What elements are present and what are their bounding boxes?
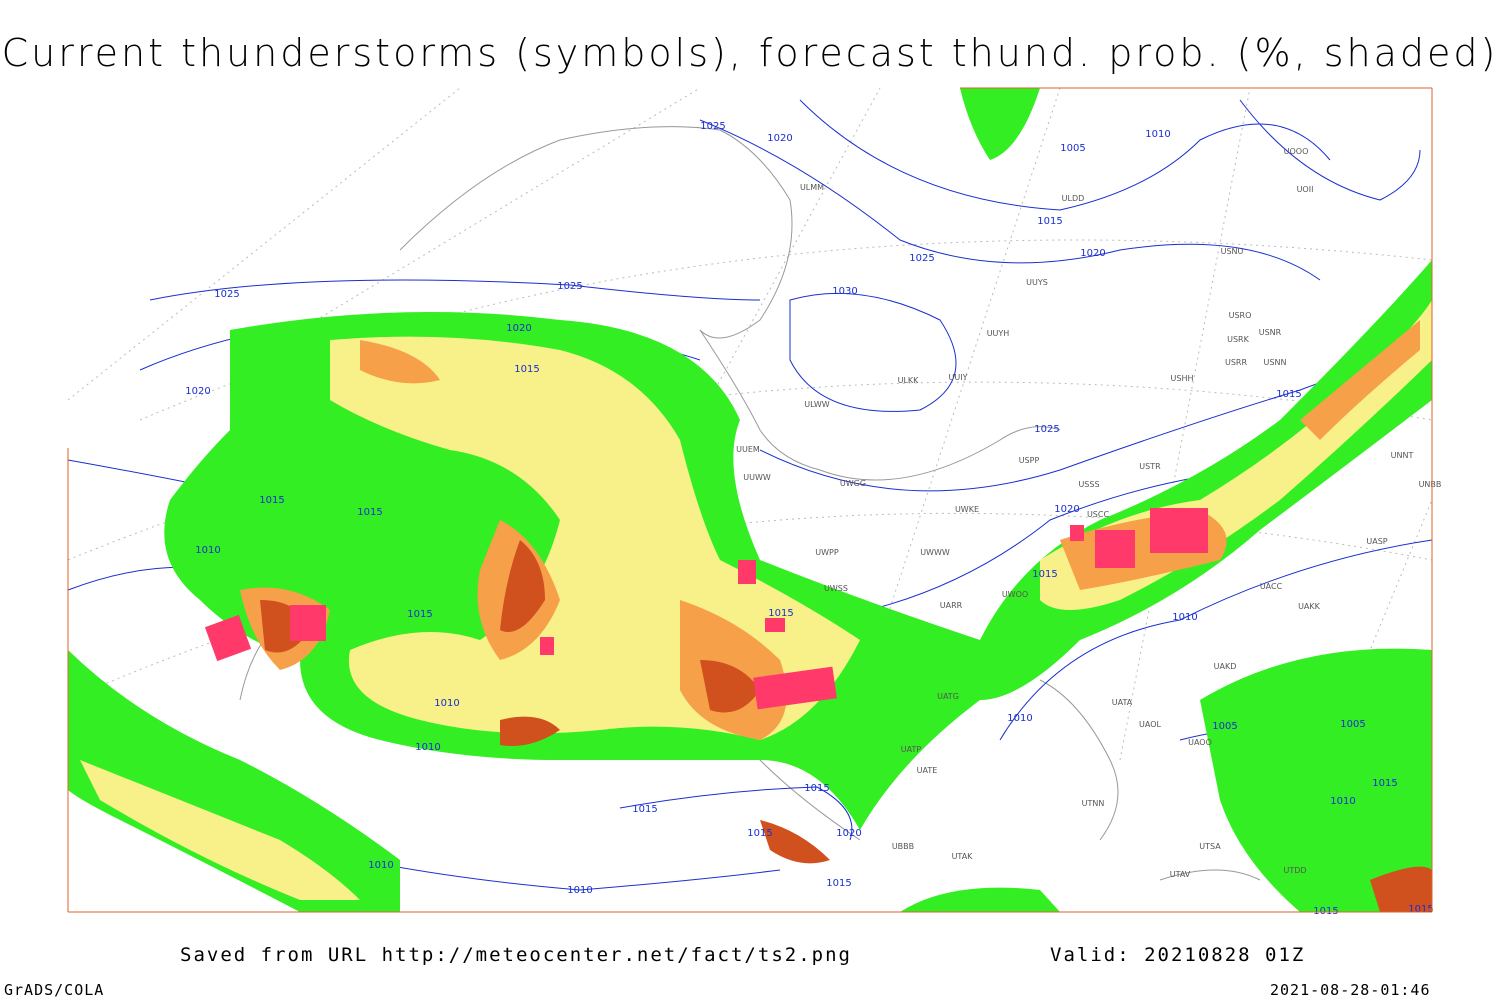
isobar-label: 1025 <box>1034 424 1059 435</box>
valid-time: Valid: 20210828 01Z <box>1050 944 1305 966</box>
station-label: UTAV <box>1170 870 1191 879</box>
isobar-label: 1015 <box>1276 389 1301 400</box>
probability-shading <box>68 88 1433 912</box>
station-label: UWOO <box>1002 590 1028 599</box>
map-area: 1025 1020 1005 1010 1015 1020 1025 1025 1025 1030… <box>67 87 1441 917</box>
station-label: UARR <box>940 601 963 610</box>
isobar-label: 1015 <box>259 495 284 506</box>
station-label: USNU <box>1221 247 1244 256</box>
isobar-label: 1015 <box>357 507 382 518</box>
isobar-label: 1005 <box>1060 143 1085 154</box>
isobar-label: 1010 <box>1007 713 1032 724</box>
isobar-label: 1025 <box>214 289 239 300</box>
storm-symbols <box>204 508 1208 710</box>
isobar-label: 1020 <box>185 386 210 397</box>
station-label: ULDD <box>1062 194 1085 203</box>
station-label: USTR <box>1139 462 1161 471</box>
isobar-label: 1015 <box>1408 904 1433 915</box>
isobar-label: 1015 <box>804 783 829 794</box>
station-label: USNR <box>1259 328 1282 337</box>
isobar-label: 1025 <box>909 253 934 264</box>
station-label: UWPP <box>815 548 839 557</box>
isobar-label: 1020 <box>836 828 861 839</box>
isobar-label: 1015 <box>747 828 772 839</box>
isobar-label: 1005 <box>1212 721 1237 732</box>
station-labels: ULMM ULDD UUYS UUYH ULKK UUIY ULWW UUEM UUWW UWGG… <box>736 147 1441 879</box>
station-label: ULMM <box>800 183 824 192</box>
station-label: UTSA <box>1199 842 1221 851</box>
station-label: UATA <box>1112 698 1133 707</box>
isobar-label: 1015 <box>514 364 539 375</box>
isobar-label: 1010 <box>415 742 440 753</box>
station-label: USHH <box>1171 374 1194 383</box>
isobar-label: 1010 <box>434 698 459 709</box>
map-title: Current thunderstorms (symbols), forecas… <box>2 31 1499 75</box>
station-label: USPP <box>1019 456 1040 465</box>
isobar-label: 1015 <box>1372 778 1397 789</box>
station-label: UUYS <box>1026 278 1048 287</box>
isobar-label: 1020 <box>767 133 792 144</box>
isobar-label: 1015 <box>1032 569 1057 580</box>
station-label: UNBB <box>1419 480 1442 489</box>
credit: GrADS/COLA <box>4 981 104 999</box>
isobar-label: 1015 <box>407 609 432 620</box>
station-label: UWWW <box>920 548 950 557</box>
station-label: UTAK <box>952 852 974 861</box>
station-label: ULWW <box>804 400 829 409</box>
station-label: UWKE <box>955 505 979 514</box>
timestamp: 2021-08-28-01:46 <box>1270 981 1431 999</box>
station-label: USRR <box>1225 358 1247 367</box>
isobar-label: 1010 <box>368 860 393 871</box>
isobar-label: 1010 <box>1172 612 1197 623</box>
isobar-label: 1015 <box>768 608 793 619</box>
station-label: UAOO <box>1188 738 1212 747</box>
isobar-label: 1015 <box>826 878 851 889</box>
station-label: UAOL <box>1139 720 1161 729</box>
station-label: USRK <box>1227 335 1249 344</box>
station-label: UOOO <box>1284 147 1309 156</box>
isobar-label: 1015 <box>632 804 657 815</box>
isobar-label: 1010 <box>1145 129 1170 140</box>
station-label: UATE <box>917 766 938 775</box>
station-label: UUEM <box>736 445 760 454</box>
station-label: UAKK <box>1298 602 1321 611</box>
isobar-label: 1010 <box>195 545 220 556</box>
station-label: USCC <box>1087 510 1110 519</box>
isobar-label: 1025 <box>700 121 725 132</box>
station-label: USNN <box>1264 358 1287 367</box>
station-label: ULKK <box>898 376 920 385</box>
station-label: UAKD <box>1214 662 1237 671</box>
isobar-label: 1015 <box>1037 216 1062 227</box>
map-frame <box>67 87 1433 913</box>
station-label: USSS <box>1078 480 1099 489</box>
station-label: UACC <box>1260 582 1283 591</box>
station-label: UTNN <box>1082 799 1105 808</box>
isobar-label: 1010 <box>567 885 592 896</box>
isobar-label: 1020 <box>1080 248 1105 259</box>
station-label: UBBB <box>892 842 914 851</box>
station-label: UUIY <box>949 373 968 382</box>
isobar-label: 1010 <box>1330 796 1355 807</box>
station-label: UTDD <box>1283 866 1306 875</box>
isobar-label: 1020 <box>506 323 531 334</box>
station-label: UWSS <box>824 584 848 593</box>
station-label: UATG <box>937 692 959 701</box>
station-label: UUYH <box>987 329 1010 338</box>
station-label: UATP <box>901 745 922 754</box>
isobar-label: 1005 <box>1340 719 1365 730</box>
isobar-label: 1030 <box>832 286 857 297</box>
station-label: UUWW <box>743 473 771 482</box>
station-label: USRO <box>1229 311 1252 320</box>
station-label: UNNT <box>1391 451 1414 460</box>
station-label: UOII <box>1297 185 1314 194</box>
station-label: UWGG <box>840 479 866 488</box>
source-url: Saved from URL http://meteocenter.net/fa… <box>180 944 852 966</box>
isobar-label: 1020 <box>1054 504 1079 515</box>
isobar-label: 1025 <box>557 281 582 292</box>
isobar-labels: 1025 1020 1005 1010 1015 1020 1025 1025 1025 1030… <box>185 121 1433 917</box>
station-label: UASP <box>1366 537 1387 546</box>
